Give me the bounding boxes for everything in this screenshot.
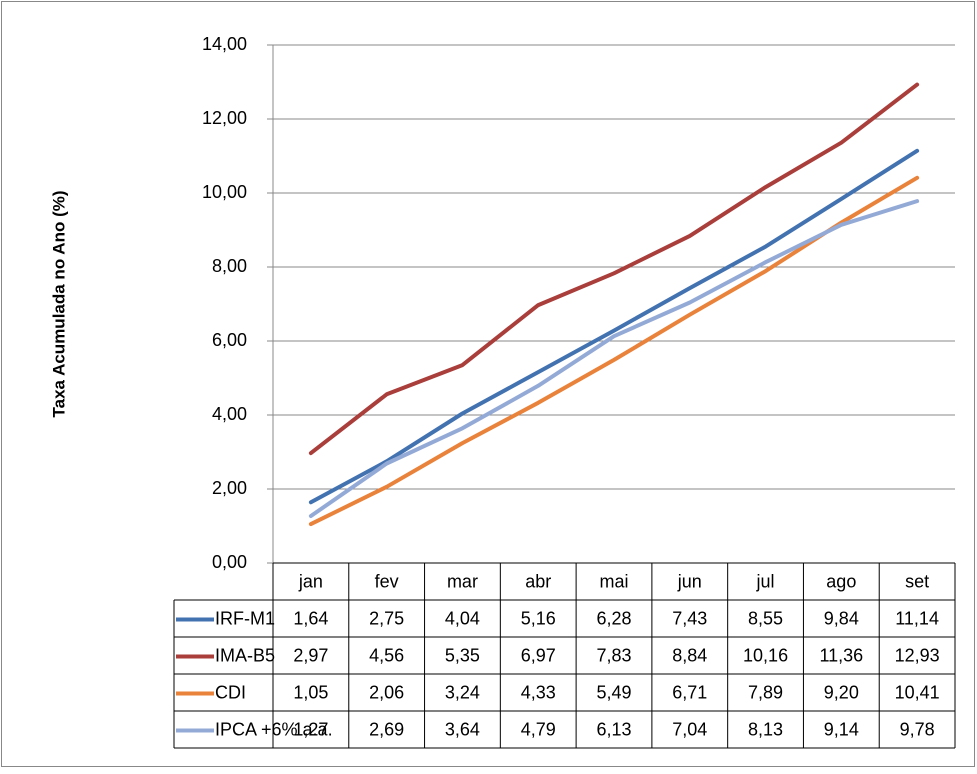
y-tick-label: 2,00	[212, 478, 247, 498]
table-value: 6,13	[596, 719, 631, 739]
table-value: 6,28	[596, 608, 631, 628]
table-value: 8,13	[748, 719, 783, 739]
table-value: 12,93	[895, 645, 940, 665]
x-tick-label: set	[905, 571, 929, 591]
table-value: 9,14	[824, 719, 859, 739]
table-value: 10,16	[743, 645, 788, 665]
table-value: 4,04	[445, 608, 480, 628]
y-tick-label: 8,00	[212, 256, 247, 276]
x-tick-label: mar	[447, 571, 478, 591]
table-value: 8,55	[748, 608, 783, 628]
table-value: 9,78	[900, 719, 935, 739]
table-value: 7,43	[672, 608, 707, 628]
x-tick-label: jan	[298, 571, 323, 591]
table-value: 2,97	[293, 645, 328, 665]
table-value: 9,20	[824, 682, 859, 702]
table-value: 1,64	[293, 608, 328, 628]
x-tick-label: ago	[826, 571, 856, 591]
x-tick-label: mai	[599, 571, 628, 591]
table-value: 7,89	[748, 682, 783, 702]
y-tick-label: 6,00	[212, 330, 247, 350]
x-tick-label: jul	[756, 571, 775, 591]
table-value: 3,64	[445, 719, 480, 739]
series-line	[308, 148, 920, 505]
table-value: 7,83	[596, 645, 631, 665]
table-value: 9,84	[824, 608, 859, 628]
table-value: 1,27	[293, 719, 328, 739]
table-value: 3,24	[445, 682, 480, 702]
table-value: 5,49	[596, 682, 631, 702]
y-tick-label: 4,00	[212, 404, 247, 424]
table-value: 2,06	[369, 682, 404, 702]
y-tick-label: 12,00	[202, 108, 247, 128]
table-value: 2,69	[369, 719, 404, 739]
x-tick-label: fev	[375, 571, 399, 591]
legend-label: CDI	[215, 682, 246, 702]
table-value: 1,05	[293, 682, 328, 702]
table-value: 7,04	[672, 719, 707, 739]
table-value: 6,97	[521, 645, 556, 665]
series-line	[308, 199, 920, 518]
table-value: 11,14	[895, 608, 939, 628]
y-tick-label: 14,00	[202, 34, 247, 54]
x-tick-label: abr	[525, 571, 551, 591]
x-tick-label: jun	[677, 571, 702, 591]
table-value: 2,75	[369, 608, 404, 628]
table-value: 4,79	[521, 719, 556, 739]
table-value: 8,84	[672, 645, 707, 665]
table-value: 6,71	[672, 682, 707, 702]
legend-label: IRF-M1	[215, 608, 275, 628]
table-value: 4,33	[521, 682, 556, 702]
y-tick-label: 0,00	[212, 552, 247, 572]
table-value: 5,35	[445, 645, 480, 665]
table-value: 10,41	[895, 682, 940, 702]
y-tick-label: 10,00	[202, 182, 247, 202]
y-axis-title: Taxa Acumulada no Ano (%)	[49, 190, 68, 417]
series-line	[308, 82, 920, 456]
table-value: 4,56	[369, 645, 404, 665]
table-value: 5,16	[521, 608, 556, 628]
legend-label: IPCA +6% a.a.	[215, 719, 333, 739]
table-value: 11,36	[819, 645, 863, 665]
legend-label: IMA-B5	[215, 645, 275, 665]
